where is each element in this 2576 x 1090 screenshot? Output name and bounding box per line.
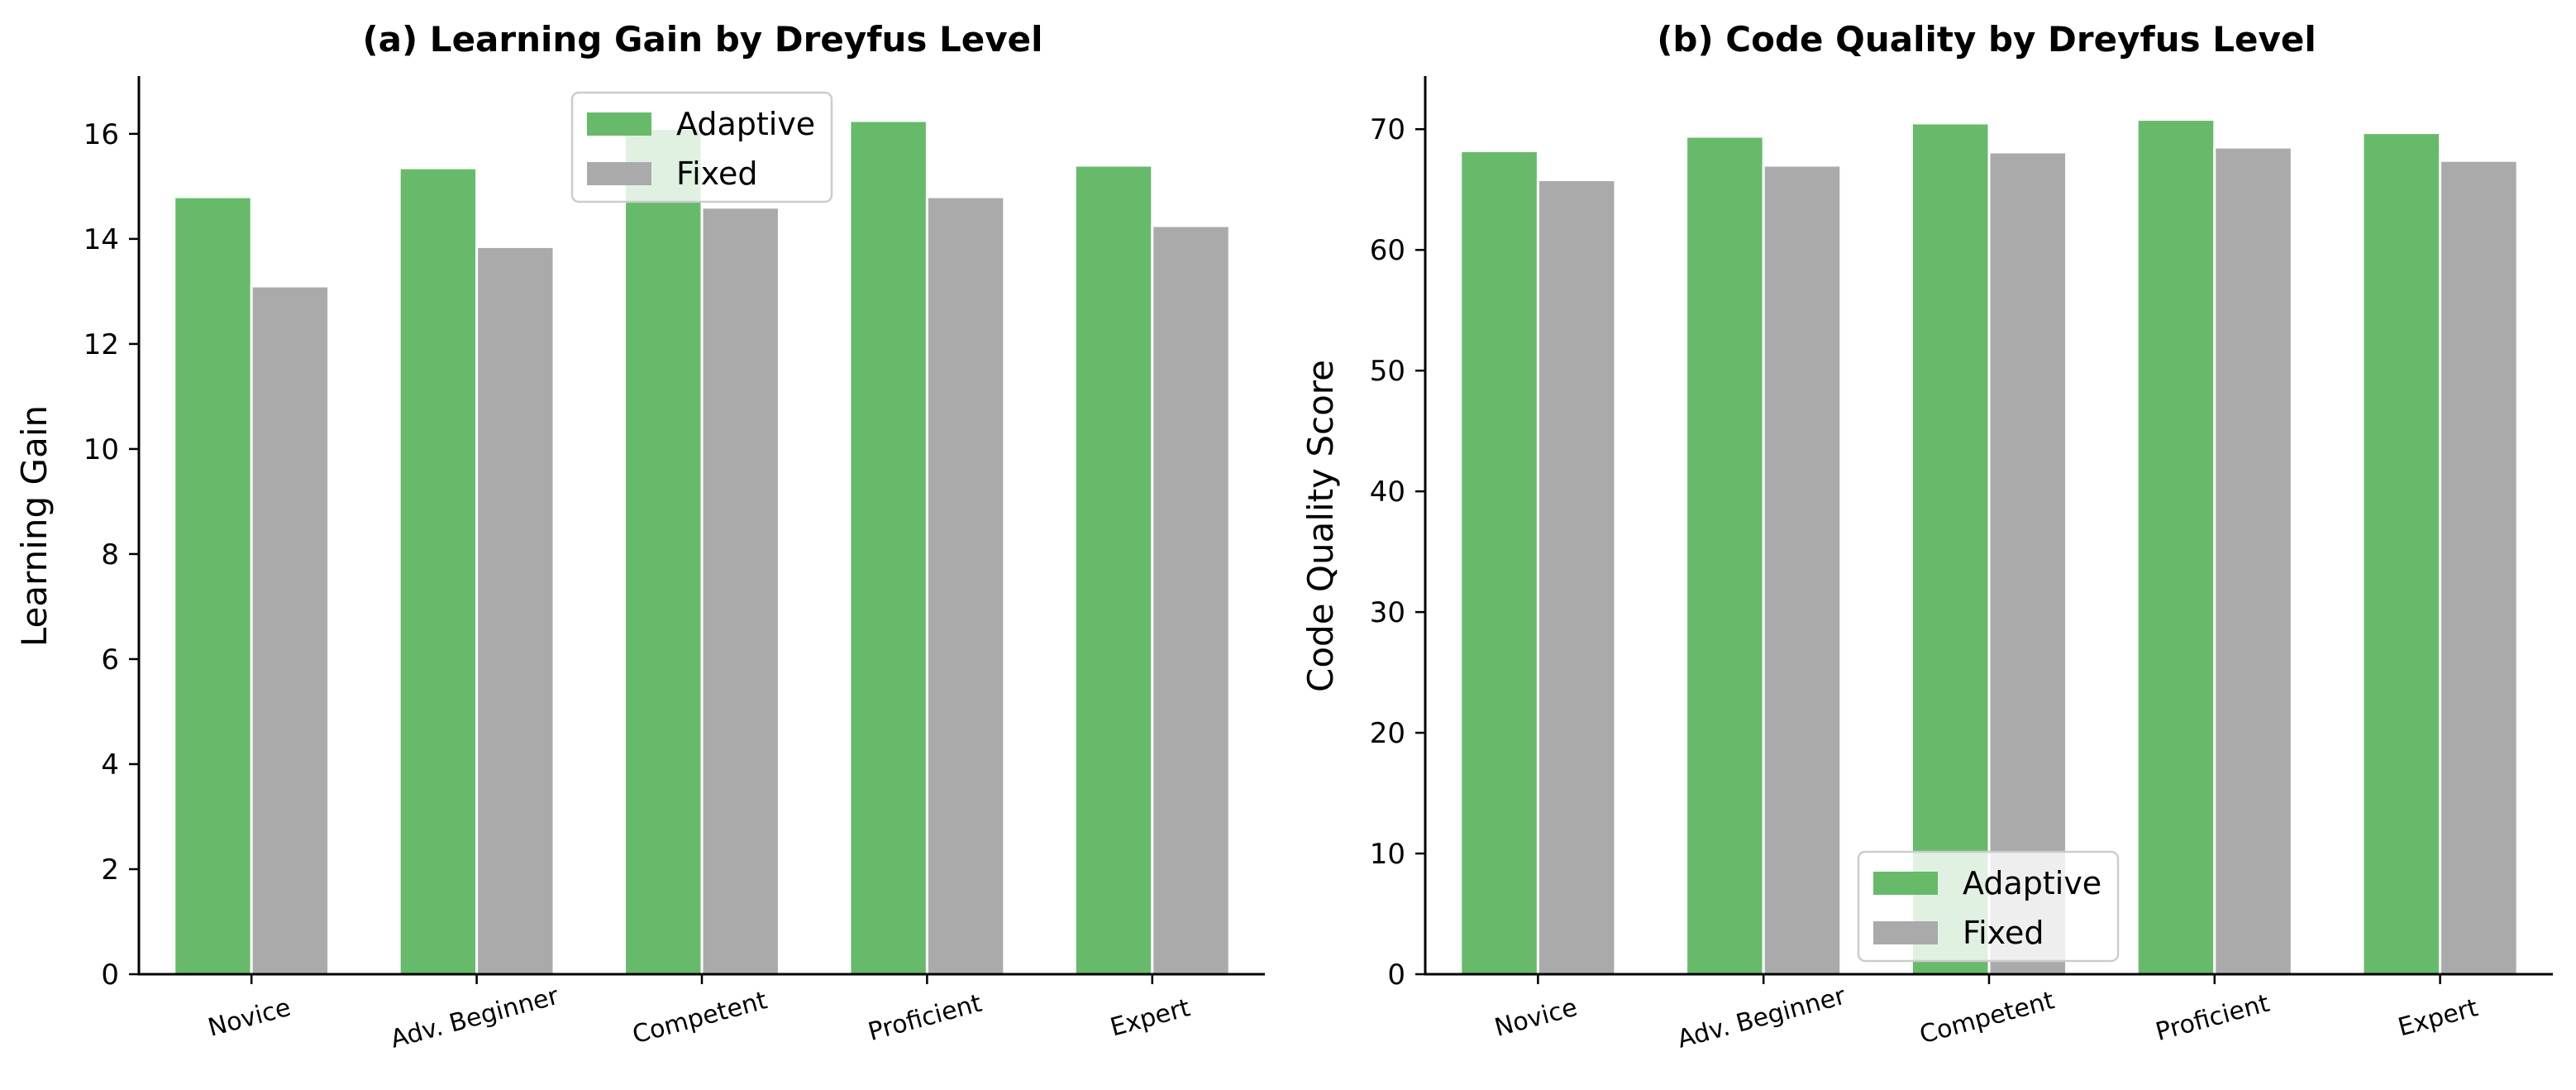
- x-tick-label: Competent: [629, 986, 770, 1049]
- bar-fixed-novice: [1536, 179, 1617, 976]
- x-tick-label: Proficient: [2153, 989, 2273, 1047]
- legend-label-fixed: Fixed: [1963, 915, 2044, 951]
- bar-fixed-expert: [2439, 159, 2519, 976]
- bar-fixed-competent: [700, 206, 780, 976]
- bar-fixed-proficient: [2213, 146, 2293, 976]
- legend-label-adaptive: Adaptive: [1963, 865, 2101, 901]
- y-tick-label: 50: [1370, 355, 1405, 388]
- y-tick-label: 10: [83, 433, 119, 466]
- bar-adaptive-novice: [173, 195, 253, 976]
- chart-title: (b) Code Quality by Dreyfus Level: [1657, 19, 2316, 60]
- bar-fixed-competent: [1987, 151, 2068, 976]
- x-ticks: Novice Adv. Beginner Competent Proficient Ex…: [1491, 974, 2481, 1054]
- y-tick-label: 60: [1370, 234, 1405, 267]
- y-tick-label: 30: [1370, 596, 1405, 629]
- legend-label-fixed: Fixed: [676, 155, 757, 192]
- chart-panel-code-quality: (b) Code Quality by Dreyfus Level Code Q…: [1300, 19, 2553, 1054]
- x-tick-label: Novice: [205, 993, 293, 1043]
- bar-adaptive-adv-beginner: [398, 166, 479, 976]
- y-tick-label: 20: [1370, 717, 1405, 750]
- legend: Adaptive Fixed: [1857, 850, 2120, 963]
- y-tick-label: 6: [101, 643, 119, 676]
- bar-adaptive-proficient: [848, 119, 928, 976]
- bar-adaptive-competent: [623, 127, 704, 976]
- y-tick-label: 70: [1370, 113, 1405, 146]
- y-ticks: 0 10 20 30 40 50 60 70: [1370, 113, 1425, 992]
- y-tick-label: 4: [101, 748, 119, 782]
- chart-title: (a) Learning Gain by Dreyfus Level: [362, 19, 1042, 60]
- legend-label-adaptive: Adaptive: [676, 106, 815, 142]
- bar-fixed-novice: [250, 284, 331, 976]
- y-tick-label: 8: [101, 538, 119, 571]
- x-ticks: Novice Adv. Beginner Competent Proficient Ex…: [205, 974, 1194, 1054]
- legend-swatch-adaptive: [587, 112, 651, 136]
- bar-fixed-adv-beginner: [1762, 164, 1843, 976]
- bar-adaptive-expert: [2361, 131, 2442, 976]
- y-axis-label: Code Quality Score: [1300, 360, 1341, 692]
- bar-adaptive-proficient: [2135, 118, 2216, 976]
- bar-adaptive-expert: [1073, 164, 1154, 976]
- legend-swatch-fixed: [587, 162, 651, 185]
- y-tick-label: 40: [1370, 476, 1405, 509]
- x-tick-label: Competent: [1916, 986, 2058, 1049]
- x-tick-label: Expert: [2395, 993, 2481, 1042]
- y-axis-label: Learning Gain: [14, 405, 55, 647]
- bar-fixed-adv-beginner: [475, 245, 556, 976]
- y-tick-label: 10: [1370, 838, 1405, 871]
- legend-swatch-adaptive: [1873, 872, 1938, 895]
- x-tick-label: Expert: [1107, 993, 1193, 1042]
- x-tick-label: Novice: [1491, 993, 1580, 1043]
- bar-adaptive-competent: [1910, 122, 1991, 976]
- y-ticks: 0 2 4 6 8 10 12 14 16: [83, 118, 139, 992]
- x-tick-label: Proficient: [866, 989, 985, 1047]
- y-tick-label: 14: [83, 223, 119, 256]
- bar-group: [173, 119, 1231, 976]
- bar-adaptive-novice: [1459, 150, 1539, 976]
- bar-group: [1459, 118, 2519, 976]
- y-tick-label: 0: [101, 959, 119, 992]
- y-tick-label: 2: [101, 853, 119, 887]
- bar-adaptive-adv-beginner: [1685, 135, 1765, 976]
- y-tick-label: 16: [83, 118, 119, 151]
- y-tick-label: 12: [83, 328, 119, 361]
- y-tick-label: 0: [1387, 959, 1405, 992]
- chart-panel-learning-gain: (a) Learning Gain by Dreyfus Level Learn…: [14, 19, 1265, 1054]
- x-tick-label: Adv. Beginner: [1674, 982, 1849, 1054]
- legend: Adaptive Fixed: [570, 91, 833, 203]
- bar-fixed-proficient: [925, 195, 1006, 976]
- bar-fixed-expert: [1151, 224, 1231, 976]
- legend-swatch-fixed: [1873, 921, 1938, 944]
- x-tick-label: Adv. Beginner: [388, 982, 562, 1054]
